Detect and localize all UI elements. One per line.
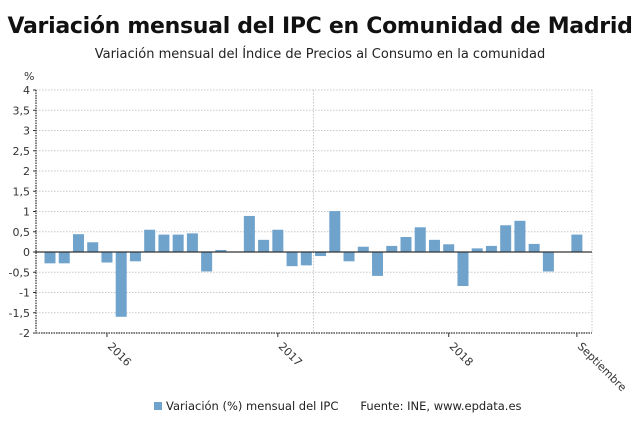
y-tick-label: 4 [23,84,30,97]
bar [201,252,213,272]
bar [485,245,497,252]
bar [471,248,483,252]
bar [44,252,56,264]
legend-swatch [154,402,162,410]
bar [87,242,99,252]
y-tick-label: 0 [23,246,30,259]
bar [129,252,141,262]
bar [571,234,583,252]
x-tick-label: 2016 [105,340,134,369]
y-tick-label: 2,5 [13,145,31,158]
bar [414,227,426,252]
bar [457,252,469,287]
bar [243,215,255,252]
chart-subtitle: Variación mensual del Índice de Precios … [94,47,546,62]
bar [286,252,298,267]
y-tick-label: 3,5 [13,104,31,117]
y-tick-label: 0,5 [13,226,31,239]
bar [72,234,84,252]
bar [158,234,170,252]
bar [215,249,227,252]
bar [443,244,455,252]
bar [357,246,369,252]
legend: Variación (%) mensual del IPC Fuente: IN… [154,399,522,413]
bar [101,252,113,263]
bar [115,252,127,317]
bar [514,220,526,252]
y-tick-label: -1,5 [9,307,30,320]
bar [400,237,412,252]
legend-series-label: Variación (%) mensual del IPC [166,399,339,413]
y-tick-label: -1 [19,287,30,300]
bar [186,233,198,252]
y-tick-label: -2 [19,327,30,340]
y-tick-label: 3 [23,125,30,138]
y-tick-label: -0,5 [9,266,30,279]
bar [386,245,398,252]
source-note: Fuente: INE, www.epdata.es [360,399,522,413]
bar [315,252,327,257]
y-tick-label: 1 [23,206,30,219]
bar [542,252,554,272]
x-tick-label: 2017 [276,340,305,369]
bar [300,252,312,266]
bar [329,211,341,252]
x-tick-label: 2018 [447,340,476,369]
bar [58,252,70,264]
bar [258,239,270,252]
bar [372,252,384,276]
bar [172,234,184,252]
bar [500,225,512,252]
y-tick-label: 1,5 [13,185,31,198]
bar [272,229,284,252]
chart-title: Variación mensual del IPC en Comunidad d… [7,14,633,39]
bar [343,252,355,262]
y-tick-label: 2 [23,165,30,178]
bar [144,229,156,252]
bar [428,239,440,252]
bar [528,243,540,252]
y-axis-unit-label: % [24,70,34,83]
x-tick-label: Septiembre [575,340,629,394]
